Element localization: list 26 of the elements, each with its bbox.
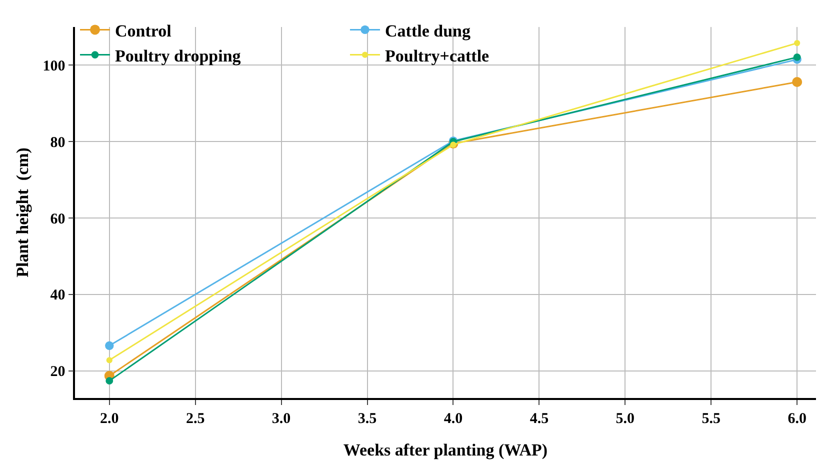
point [106,377,114,385]
y-tick-label: 100 [42,58,66,74]
point [793,53,801,61]
point [792,77,802,88]
x-tick-label: 4.5 [530,410,549,427]
x-tick-label: 5.0 [616,410,635,427]
legend-label: Poultry dropping [115,46,242,66]
legend-label: Control [115,21,172,40]
x-tick-label: 5.5 [702,410,721,427]
x-tick-label: 2.5 [186,410,205,427]
legend-label: Cattle dung [385,21,471,40]
y-tick-label: 60 [50,211,66,228]
point [106,357,112,364]
y-tick-label: 20 [50,364,66,380]
point [105,341,114,350]
x-tick-label: 3.5 [358,410,377,427]
y-tick-label: 80 [50,134,66,151]
point [794,40,800,46]
x-tick-label: 4.0 [444,410,463,427]
legend-label: Poultry+cattle [385,46,490,66]
y-tick-label: 40 [50,288,66,304]
x-tick-label: 2.0 [100,410,119,427]
y-axis-title: Plant height (cm) [12,148,32,278]
x-tick-label: 6.0 [788,410,806,427]
x-axis-title: Weeks after planting (WAP) [343,440,548,460]
x-tick-label: 3.0 [272,410,291,427]
